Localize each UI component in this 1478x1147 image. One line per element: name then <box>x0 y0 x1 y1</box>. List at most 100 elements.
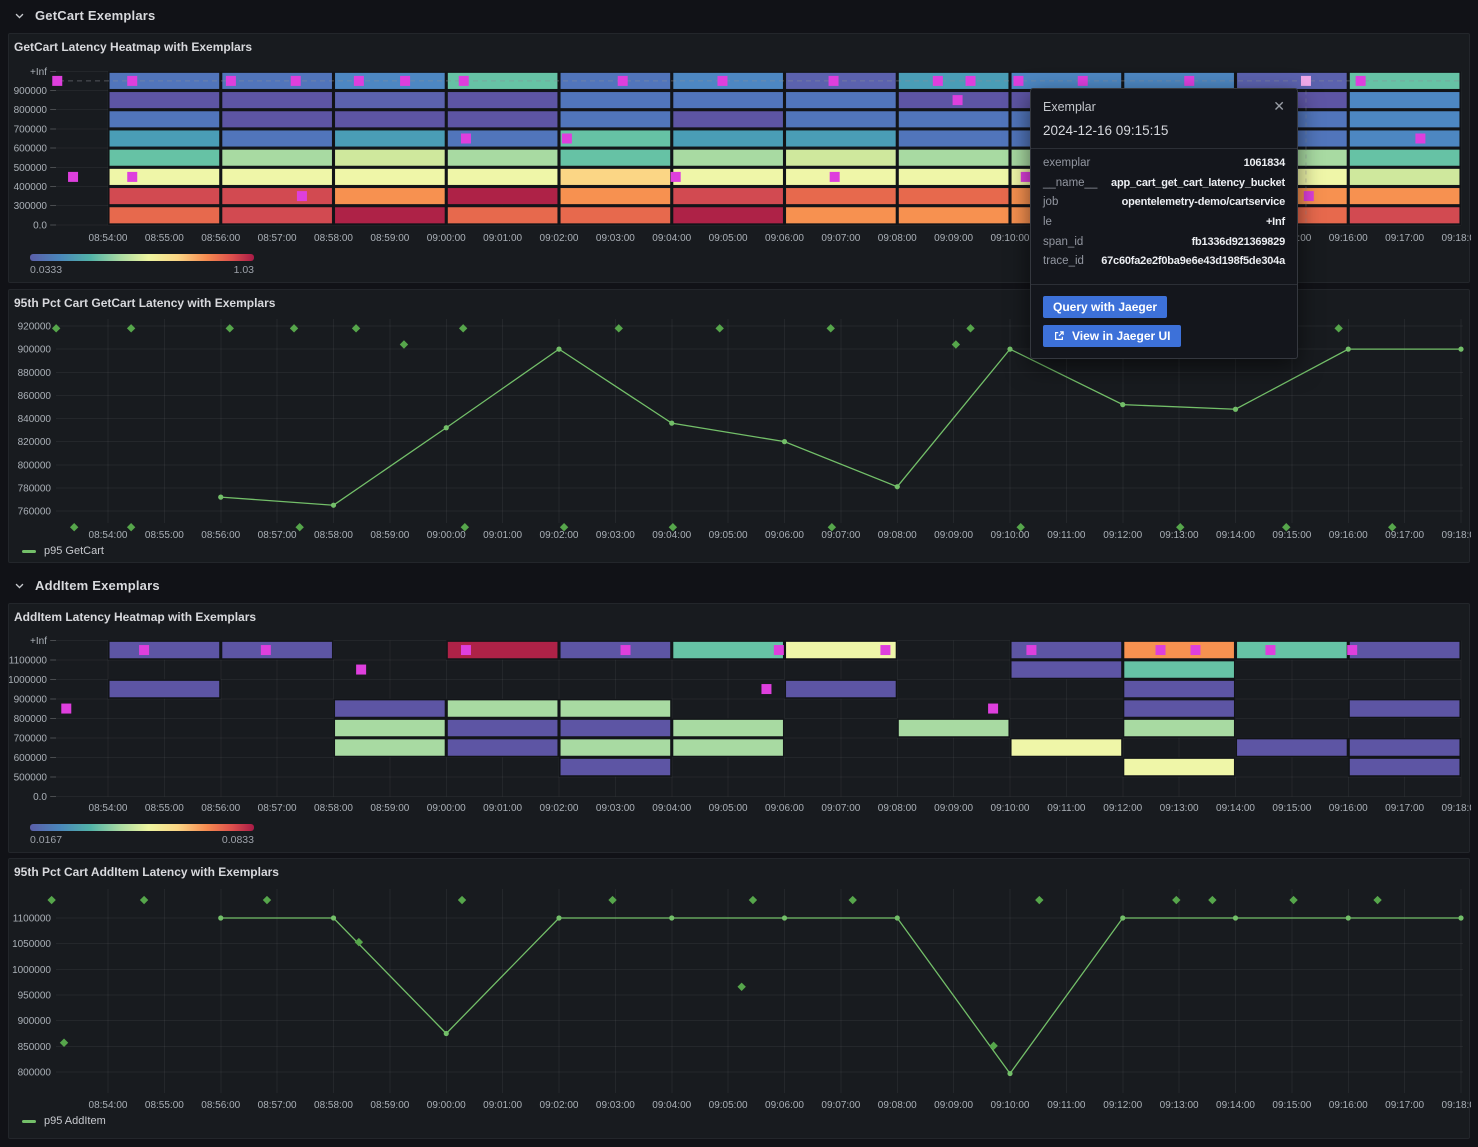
exemplar-diamond[interactable] <box>1208 895 1217 905</box>
data-point[interactable] <box>556 346 562 352</box>
exemplar-diamond[interactable] <box>1334 324 1343 333</box>
heatmap-cell[interactable] <box>333 128 447 149</box>
exemplar-marker[interactable] <box>988 703 999 714</box>
exemplar-diamond[interactable] <box>1388 522 1397 532</box>
heatmap-cell[interactable] <box>1122 640 1236 660</box>
exemplar-diamond[interactable] <box>225 324 234 333</box>
exemplar-marker[interactable] <box>773 645 784 656</box>
heatmap-cell[interactable] <box>107 148 221 168</box>
heatmap-cell[interactable] <box>220 167 334 187</box>
heatmap-cell[interactable] <box>671 128 785 149</box>
heatmap-cell[interactable] <box>446 186 560 206</box>
heatmap-cell[interactable] <box>671 90 785 110</box>
heatmap-cell[interactable] <box>446 718 560 738</box>
heatmap-cell[interactable] <box>897 128 1011 149</box>
heatmap-cell[interactable] <box>897 167 1011 187</box>
heatmap-cell[interactable] <box>671 148 785 168</box>
heatmap-cell[interactable] <box>1348 109 1462 129</box>
exemplar-marker[interactable] <box>127 171 138 182</box>
exemplar-diamond[interactable] <box>262 895 272 905</box>
exemplar-diamond[interactable] <box>139 895 149 905</box>
exemplar-marker[interactable] <box>1265 645 1276 656</box>
data-point[interactable] <box>1232 406 1239 412</box>
exemplar-diamond[interactable] <box>47 895 56 905</box>
exemplar-marker[interactable] <box>670 171 681 182</box>
heatmap-cell[interactable] <box>1348 186 1462 206</box>
data-point[interactable] <box>894 915 900 921</box>
heatmap-cell[interactable] <box>107 640 221 660</box>
exemplar-marker[interactable] <box>458 75 469 86</box>
exemplar-diamond[interactable] <box>614 324 623 333</box>
heatmap-cell[interactable] <box>671 737 785 758</box>
heatmap-cell[interactable] <box>1348 698 1462 719</box>
legend-p95-additem[interactable]: p95 AddItem <box>22 1115 106 1127</box>
heatmap-cell[interactable] <box>220 205 334 225</box>
exemplar-diamond[interactable] <box>1373 895 1382 905</box>
heatmap-cell[interactable] <box>107 90 221 110</box>
data-point[interactable] <box>781 915 788 921</box>
heatmap-cell[interactable] <box>446 167 560 187</box>
exemplar-diamond[interactable] <box>126 522 136 532</box>
data-point[interactable] <box>330 915 337 921</box>
exemplar-marker[interactable] <box>1303 191 1314 202</box>
heatmap-cell[interactable] <box>784 128 898 149</box>
exemplar-marker[interactable] <box>617 75 628 86</box>
heatmap-cell[interactable] <box>1348 128 1462 149</box>
heatmap-cell[interactable] <box>1348 205 1462 225</box>
heatmap-cell[interactable] <box>558 128 672 149</box>
heatmap-cell[interactable] <box>107 167 221 187</box>
exemplar-marker[interactable] <box>1190 645 1201 656</box>
heatmap-cell[interactable] <box>558 757 672 777</box>
data-point[interactable] <box>669 420 675 426</box>
exemplar-marker[interactable] <box>290 75 301 86</box>
heatmap-cell[interactable] <box>558 148 672 168</box>
additem-heatmap-chart[interactable]: +Inf 1100000 1000000 900000 800000 700000 6000… <box>9 604 1471 852</box>
heatmap-cell[interactable] <box>1009 737 1123 758</box>
data-point[interactable] <box>1120 402 1126 408</box>
exemplar-marker[interactable] <box>932 75 943 86</box>
heatmap-cell[interactable] <box>558 737 672 758</box>
heatmap-cell[interactable] <box>784 205 898 225</box>
exemplar-diamond[interactable] <box>715 324 724 333</box>
data-point[interactable] <box>218 915 224 921</box>
exemplar-marker[interactable] <box>965 75 976 86</box>
data-point[interactable] <box>330 502 337 508</box>
panel-title[interactable]: 95th Pct Cart AddItem Latency with Exemp… <box>14 865 279 879</box>
data-point[interactable] <box>443 425 449 431</box>
heatmap-cell[interactable] <box>1348 167 1462 187</box>
heatmap-cell[interactable] <box>220 128 334 149</box>
exemplar-diamond[interactable] <box>1172 895 1181 905</box>
heatmap-cell[interactable] <box>784 148 898 168</box>
heatmap-cell[interactable] <box>558 109 672 129</box>
heatmap-cell[interactable] <box>558 167 672 187</box>
exemplar-marker[interactable] <box>1415 133 1426 144</box>
exemplar-marker[interactable] <box>828 75 839 86</box>
data-point[interactable] <box>1345 915 1351 921</box>
exemplar-marker[interactable] <box>260 645 271 656</box>
exemplar-marker[interactable] <box>1020 171 1031 182</box>
exemplar-diamond[interactable] <box>848 895 857 905</box>
exemplar-diamond[interactable] <box>460 522 470 532</box>
exemplar-diamond[interactable] <box>748 895 758 905</box>
heatmap-cell[interactable] <box>1235 640 1349 660</box>
heatmap-cell[interactable] <box>1009 640 1123 660</box>
heatmap-cell[interactable] <box>1122 659 1236 680</box>
heatmap-cell[interactable] <box>107 205 221 225</box>
data-point[interactable] <box>894 484 900 490</box>
exemplar-marker[interactable] <box>68 171 79 182</box>
exemplar-diamond[interactable] <box>354 937 364 947</box>
exemplar-diamond[interactable] <box>458 324 468 333</box>
exemplar-diamond[interactable] <box>1016 522 1025 532</box>
heatmap-cell[interactable] <box>1235 737 1349 758</box>
heatmap-cell[interactable] <box>1348 640 1462 660</box>
data-point[interactable] <box>218 494 224 500</box>
heatmap-cell[interactable] <box>220 186 334 206</box>
exemplar-diamond[interactable] <box>826 324 835 333</box>
exemplar-marker[interactable] <box>353 75 364 86</box>
exemplar-diamond[interactable] <box>1282 522 1291 532</box>
exemplar-marker[interactable] <box>1347 645 1358 656</box>
heatmap-cell[interactable] <box>1122 698 1236 719</box>
heatmap-cell[interactable] <box>671 109 785 129</box>
exemplar-marker[interactable] <box>1013 75 1024 86</box>
row-header-additem-exemplars[interactable]: AddItem Exemplars <box>0 570 1478 600</box>
